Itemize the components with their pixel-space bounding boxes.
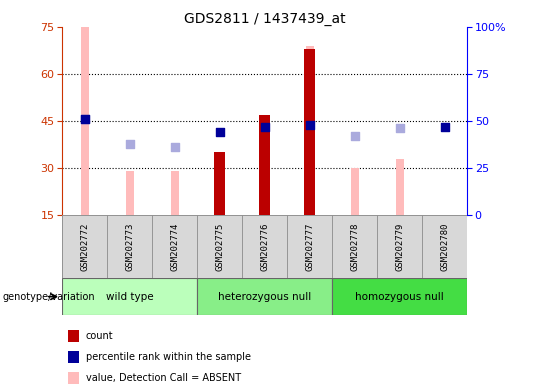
Point <box>305 122 314 128</box>
Point <box>80 116 89 122</box>
Text: GSM202779: GSM202779 <box>395 223 404 271</box>
Point <box>440 124 449 130</box>
Bar <box>304 49 315 215</box>
Bar <box>80 27 89 215</box>
Bar <box>332 278 467 315</box>
Bar <box>125 171 133 215</box>
Text: percentile rank within the sample: percentile rank within the sample <box>86 352 251 362</box>
Text: GSM202776: GSM202776 <box>260 223 269 271</box>
Bar <box>306 46 314 215</box>
Bar <box>287 215 332 278</box>
Point <box>350 133 359 139</box>
Point <box>260 124 269 130</box>
Text: GSM202772: GSM202772 <box>80 223 89 271</box>
Text: heterozygous null: heterozygous null <box>218 291 311 302</box>
Bar <box>171 171 179 215</box>
Text: GSM202774: GSM202774 <box>170 223 179 271</box>
Bar <box>242 215 287 278</box>
Text: GSM202778: GSM202778 <box>350 223 359 271</box>
Bar <box>152 215 197 278</box>
Point <box>395 126 404 132</box>
Title: GDS2811 / 1437439_at: GDS2811 / 1437439_at <box>184 12 346 26</box>
Bar <box>62 215 107 278</box>
Bar <box>377 215 422 278</box>
Text: GSM202775: GSM202775 <box>215 223 224 271</box>
Text: GSM202777: GSM202777 <box>305 223 314 271</box>
Bar <box>107 215 152 278</box>
Point <box>125 141 134 147</box>
Point <box>80 116 89 122</box>
Bar <box>197 278 332 315</box>
Bar <box>332 215 377 278</box>
Text: genotype/variation: genotype/variation <box>3 291 96 302</box>
Text: count: count <box>86 331 113 341</box>
Bar <box>395 159 403 215</box>
Point <box>170 144 179 151</box>
Bar <box>261 115 269 215</box>
Bar <box>197 215 242 278</box>
Text: GSM202773: GSM202773 <box>125 223 134 271</box>
Bar <box>259 115 270 215</box>
Bar <box>214 152 225 215</box>
Text: value, Detection Call = ABSENT: value, Detection Call = ABSENT <box>86 373 241 383</box>
Bar <box>62 278 197 315</box>
Bar <box>350 168 359 215</box>
Text: wild type: wild type <box>106 291 153 302</box>
Text: GSM202780: GSM202780 <box>440 223 449 271</box>
Bar <box>422 215 467 278</box>
Point <box>215 129 224 135</box>
Text: homozygous null: homozygous null <box>355 291 444 302</box>
